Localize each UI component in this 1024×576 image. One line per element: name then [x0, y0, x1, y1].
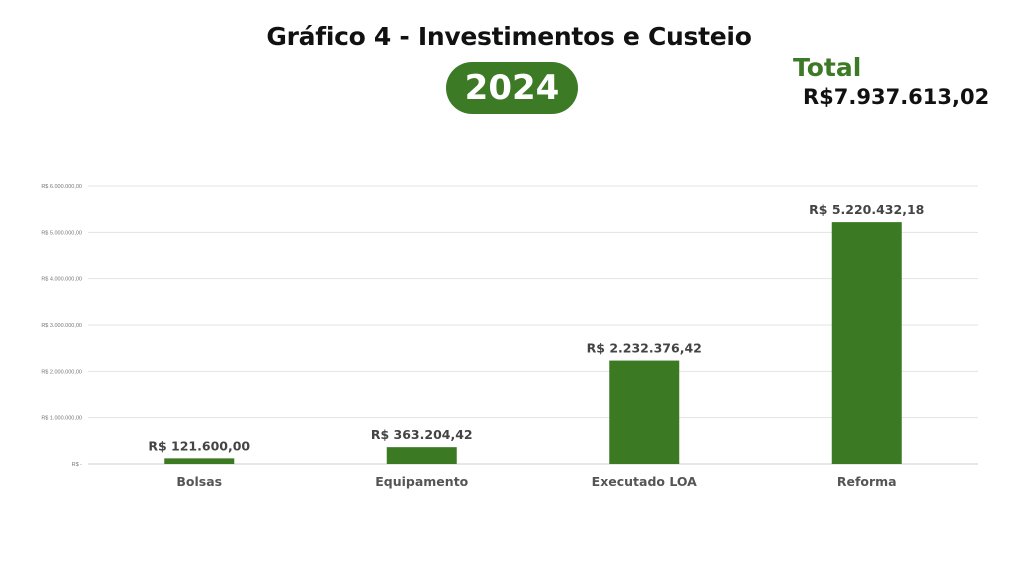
bar: [609, 360, 680, 464]
total-label: Total: [793, 53, 862, 82]
y-tick-label: R$ 6.000.000,00: [41, 184, 82, 190]
data-label: R$ 363.204,42: [371, 427, 473, 442]
bar: [164, 458, 235, 464]
x-tick-label: Executado LOA: [592, 474, 697, 489]
total-value: R$7.937.613,02: [803, 85, 990, 109]
y-tick-label: R$ 3.000.000,00: [41, 323, 82, 329]
y-tick-label: R$ 2.000.000,00: [41, 369, 82, 375]
y-tick-label: R$ 5.000.000,00: [41, 230, 82, 236]
x-tick-label: Reforma: [837, 474, 897, 489]
chart-title: Gráfico 4 - Investimentos e Custeio: [266, 22, 752, 51]
data-label: R$ 121.600,00: [148, 438, 250, 453]
x-tick-label: Equipamento: [375, 474, 468, 489]
y-tick-label: R$ 4.000.000,00: [41, 277, 82, 283]
data-label: R$ 2.232.376,42: [587, 341, 702, 356]
y-tick-label: R$ -: [72, 462, 83, 468]
bar: [831, 222, 902, 464]
data-label: R$ 5.220.432,18: [809, 202, 924, 217]
year-badge: 2024: [446, 62, 578, 114]
x-tick-label: Bolsas: [176, 474, 222, 489]
y-tick-label: R$ 1.000.000,00: [41, 416, 82, 422]
bar: [386, 447, 457, 464]
